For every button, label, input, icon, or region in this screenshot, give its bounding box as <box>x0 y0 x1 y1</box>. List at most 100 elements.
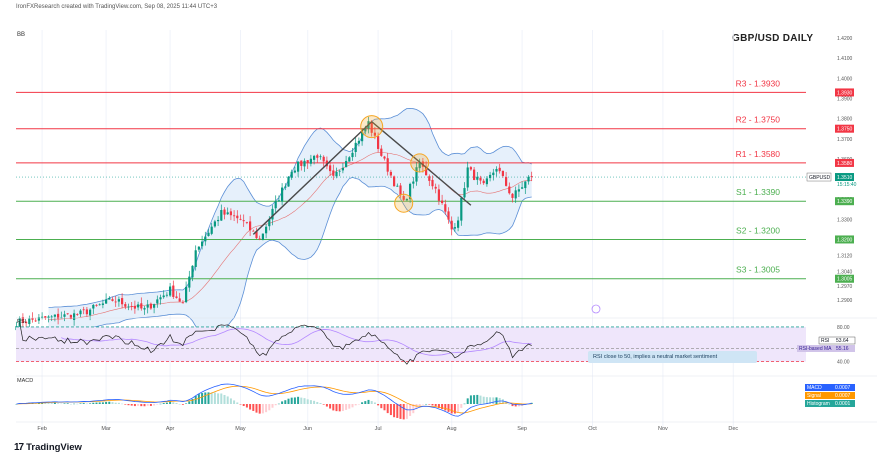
macd-histogram-bar <box>201 393 204 404</box>
candle-body <box>137 304 140 308</box>
candle-body <box>252 230 255 232</box>
candle-body <box>453 227 456 229</box>
macd-histogram-bar <box>514 404 517 407</box>
macd-histogram-bar <box>425 403 428 405</box>
candle-body <box>396 185 399 187</box>
candle-body <box>220 210 223 221</box>
bollinger-fill <box>48 108 532 335</box>
candle-body <box>517 189 520 192</box>
bollinger-indicator-tag[interactable]: BB <box>17 32 26 38</box>
rsi-indicator-tag[interactable]: RSI <box>17 319 27 325</box>
candle-body <box>124 304 127 307</box>
macd-histogram-bar <box>377 404 380 406</box>
macd-histogram-bar <box>300 397 303 404</box>
candle-body <box>57 313 60 319</box>
macd-histogram-bar <box>466 398 469 404</box>
candle-body <box>434 186 437 189</box>
candle-body <box>44 316 47 319</box>
macd-histogram-bar <box>252 404 255 411</box>
candle-body <box>476 176 479 180</box>
candle-body <box>277 200 280 202</box>
macd-indicator-tag[interactable]: MACD <box>17 378 34 384</box>
candle-body <box>111 299 114 301</box>
candle-body <box>437 189 440 201</box>
macd-histogram-bar <box>489 397 492 404</box>
macd-histogram-bar <box>383 404 386 411</box>
level-badge-s2 <box>835 235 854 244</box>
candle-body <box>92 304 95 309</box>
candle-body <box>117 299 120 302</box>
macd-histogram-bar <box>517 404 520 407</box>
bar-countdown-text: 15:15:40 <box>837 182 857 188</box>
candle-body <box>41 316 44 318</box>
macd-histogram-bar <box>415 404 418 410</box>
time-tick-jun: Jun <box>303 426 312 432</box>
macd-histogram-bar <box>114 402 117 404</box>
candle-body <box>399 185 402 196</box>
level-badge-text-r3: 1.3930 <box>837 90 853 96</box>
candle-body <box>268 219 271 227</box>
time-tick-feb: Feb <box>37 426 46 432</box>
candle-body <box>143 308 146 310</box>
candle-body <box>514 190 517 199</box>
macd-histogram-bar <box>210 392 213 404</box>
candle-body <box>223 209 226 215</box>
macd-badge-signal <box>805 392 855 399</box>
level-badge-text-r2: 1.3750 <box>837 127 853 133</box>
macd-histogram-bar <box>367 399 370 404</box>
candle-body <box>479 177 482 181</box>
candle-body <box>239 218 242 220</box>
candle-body <box>133 305 136 309</box>
candle-body <box>63 314 66 317</box>
tradingview-brand: TradingView <box>26 442 82 453</box>
macd-histogram-bar <box>127 404 130 406</box>
candle-body <box>21 317 24 323</box>
level-label-s1: S1 - 1.3390 <box>736 187 780 197</box>
macd-histogram-bar <box>140 404 143 407</box>
macd-histogram-bar <box>495 397 498 404</box>
macd-histogram-bar <box>233 400 236 404</box>
candle-body <box>457 220 460 228</box>
macd-histogram-bar <box>92 402 95 404</box>
macd-histogram-bar <box>335 404 338 412</box>
macd-histogram-bar <box>63 403 66 404</box>
trendline-1 <box>252 121 373 235</box>
rsi-line <box>19 322 532 365</box>
candle-body <box>98 304 101 306</box>
macd-histogram-bar <box>53 402 56 404</box>
level-badge-s3 <box>835 274 854 283</box>
candle-body <box>393 176 396 187</box>
macd-histogram-bar <box>476 394 479 404</box>
macd-histogram-bar <box>364 401 367 404</box>
rsi-tick: 80.00 <box>837 325 850 331</box>
macd-histogram-bar <box>236 402 239 404</box>
chart-grid <box>41 30 734 430</box>
macd-histogram-bar <box>156 404 159 405</box>
candle-body <box>18 318 21 327</box>
candle-body <box>233 215 236 217</box>
candle-body <box>425 167 428 176</box>
candle-body <box>85 309 88 315</box>
tradingview-logo[interactable]: 17 TradingView <box>14 442 82 453</box>
candle-body <box>108 298 111 300</box>
macd-histogram-bar <box>338 404 341 412</box>
macd-histogram-bar <box>293 397 296 404</box>
macd-badge-value-macd: 0.0007 <box>835 385 851 391</box>
trendline-2 <box>371 121 472 206</box>
macd-histogram-bar <box>492 397 495 404</box>
macd-badge-histogram <box>805 400 855 407</box>
symbol-badge-text: GBPUSD <box>809 175 831 181</box>
time-tick-nov: Nov <box>658 426 668 432</box>
rsi-value-badge <box>818 336 856 345</box>
macd-histogram-bar <box>309 400 312 404</box>
macd-histogram-bar <box>329 404 332 409</box>
candle-body <box>469 167 472 170</box>
candle-body <box>428 176 431 181</box>
macd-histogram-bar <box>386 404 389 414</box>
macd-histogram-bar <box>249 404 252 410</box>
macd-histogram-bar <box>277 403 280 405</box>
candle-body <box>489 174 492 179</box>
macd-badge-name-macd: MACD <box>807 385 822 391</box>
candle-body <box>217 219 220 222</box>
